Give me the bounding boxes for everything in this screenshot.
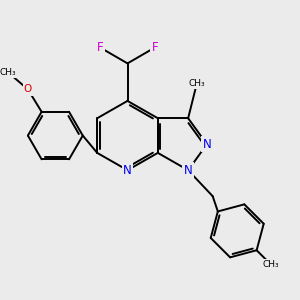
Text: CH₃: CH₃ (262, 260, 279, 269)
Text: N: N (123, 164, 132, 177)
Text: N: N (184, 164, 193, 177)
Text: CH₃: CH₃ (188, 79, 205, 88)
Text: F: F (97, 41, 104, 54)
Text: CH₃: CH₃ (0, 68, 16, 76)
Text: F: F (152, 41, 158, 54)
Text: O: O (24, 84, 32, 94)
Text: N: N (202, 138, 211, 151)
